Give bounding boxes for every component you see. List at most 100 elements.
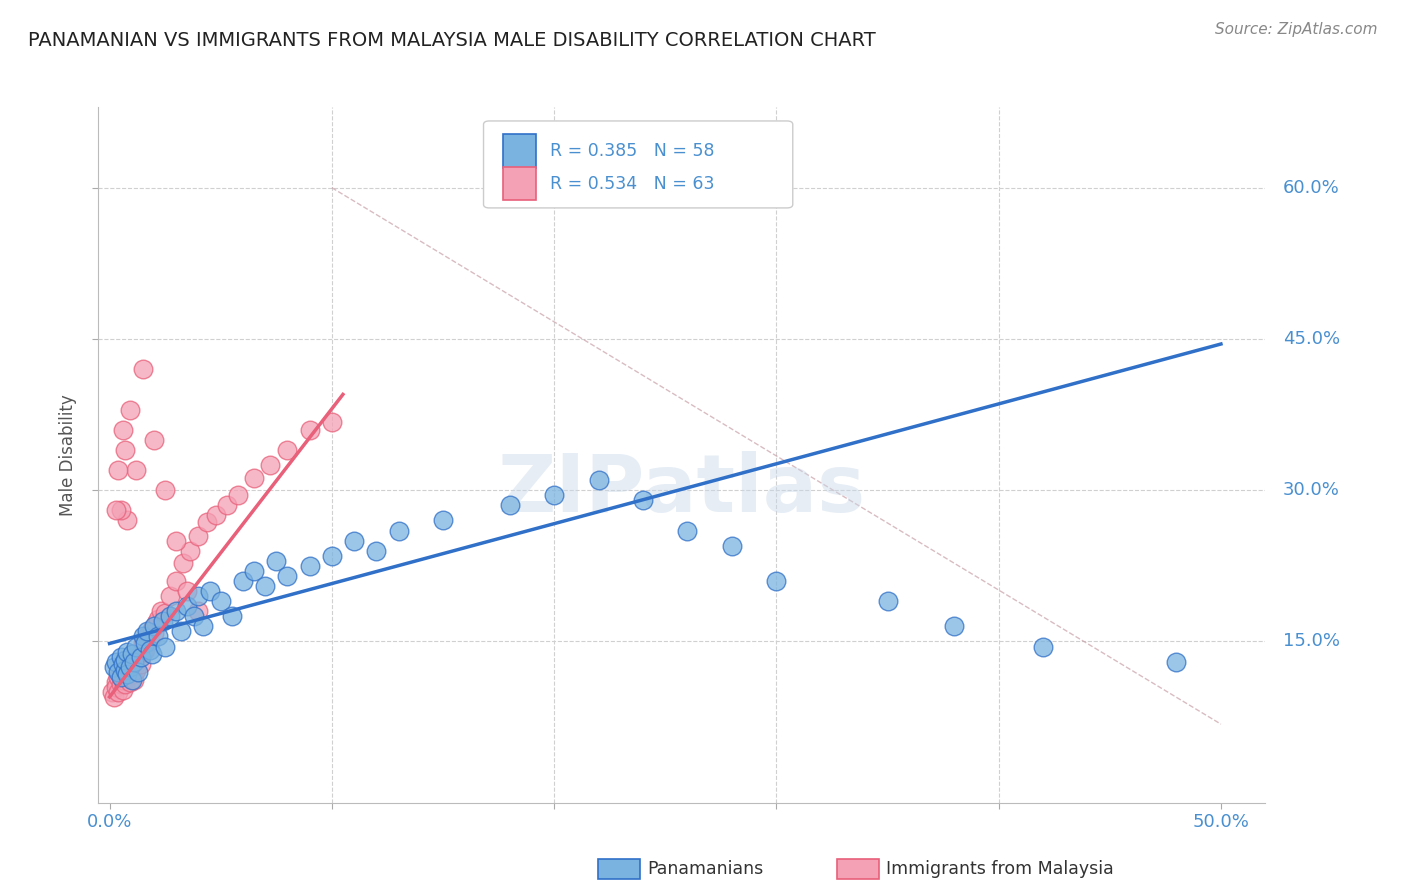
Point — [143, 626, 166, 640]
Point — [165, 604, 187, 618]
Point — [149, 604, 172, 618]
Point — [100, 685, 122, 699]
Text: R = 0.385   N = 58: R = 0.385 N = 58 — [550, 142, 714, 160]
Point — [153, 483, 176, 498]
Point — [765, 574, 787, 588]
Point — [145, 616, 167, 631]
Point — [125, 640, 148, 654]
Point — [118, 659, 141, 673]
Point — [117, 513, 139, 527]
Point — [107, 670, 129, 684]
Point — [105, 655, 128, 669]
Point — [143, 433, 166, 447]
Point — [165, 533, 187, 548]
Point — [141, 623, 163, 637]
Point — [187, 589, 209, 603]
Point — [114, 442, 136, 457]
Point — [107, 463, 129, 477]
Point — [136, 624, 159, 639]
Point — [276, 442, 298, 457]
Point — [148, 612, 170, 626]
Point — [159, 589, 181, 603]
Point — [259, 458, 281, 472]
Point — [366, 543, 388, 558]
Point — [117, 666, 139, 681]
Point — [876, 594, 898, 608]
Point — [136, 629, 159, 643]
Point — [125, 655, 148, 669]
Point — [152, 615, 174, 629]
Point — [127, 649, 149, 664]
Point — [209, 594, 232, 608]
Text: 45.0%: 45.0% — [1284, 330, 1340, 348]
Point — [118, 674, 141, 689]
Point — [298, 423, 321, 437]
Point — [107, 665, 129, 679]
Point — [129, 649, 152, 664]
Point — [111, 423, 134, 437]
Point — [132, 362, 155, 376]
Text: Source: ZipAtlas.com: Source: ZipAtlas.com — [1215, 22, 1378, 37]
Text: Immigrants from Malaysia: Immigrants from Malaysia — [886, 860, 1114, 878]
Point — [122, 655, 145, 669]
Point — [176, 599, 198, 614]
Point — [588, 473, 610, 487]
Point — [114, 652, 136, 666]
Point — [243, 471, 266, 485]
Text: 15.0%: 15.0% — [1284, 632, 1340, 650]
Point — [176, 584, 198, 599]
Point — [114, 665, 136, 679]
Point — [117, 644, 139, 658]
Point — [127, 665, 149, 679]
Point — [943, 619, 966, 633]
Point — [243, 564, 266, 578]
Point — [121, 647, 143, 661]
Point — [187, 604, 209, 618]
Bar — [503, 134, 536, 168]
Point — [121, 666, 143, 681]
Point — [132, 644, 155, 658]
Text: Panamanians: Panamanians — [647, 860, 763, 878]
Point — [111, 657, 134, 671]
Point — [254, 579, 277, 593]
Point — [132, 629, 155, 643]
Point — [114, 663, 136, 677]
Point — [1166, 655, 1188, 669]
Point — [143, 619, 166, 633]
Point — [105, 674, 128, 689]
Point — [148, 629, 170, 643]
Point — [141, 647, 163, 661]
Point — [138, 642, 160, 657]
Point — [187, 528, 209, 542]
Point — [721, 539, 744, 553]
Point — [111, 682, 134, 697]
Point — [122, 673, 145, 687]
Point — [631, 493, 654, 508]
Point — [498, 499, 520, 513]
Point — [111, 673, 134, 687]
Y-axis label: Male Disability: Male Disability — [59, 394, 77, 516]
Point — [138, 634, 160, 648]
Point — [191, 619, 214, 633]
Point — [118, 663, 141, 677]
Point — [343, 533, 366, 548]
Point — [107, 685, 129, 699]
Point — [110, 649, 132, 664]
Point — [110, 670, 132, 684]
Point — [114, 677, 136, 691]
Point — [103, 690, 125, 704]
Point — [169, 624, 191, 639]
Point — [110, 503, 132, 517]
Point — [543, 488, 565, 502]
Point — [153, 640, 176, 654]
Point — [122, 659, 145, 673]
Bar — [503, 167, 536, 201]
Text: R = 0.534   N = 63: R = 0.534 N = 63 — [550, 175, 714, 193]
Text: PANAMANIAN VS IMMIGRANTS FROM MALAYSIA MALE DISABILITY CORRELATION CHART: PANAMANIAN VS IMMIGRANTS FROM MALAYSIA M… — [28, 31, 876, 50]
Point — [195, 516, 218, 530]
Point — [129, 657, 152, 671]
Point — [125, 663, 148, 677]
Point — [387, 524, 409, 538]
Text: ZIPatlas: ZIPatlas — [498, 450, 866, 529]
Point — [117, 670, 139, 684]
